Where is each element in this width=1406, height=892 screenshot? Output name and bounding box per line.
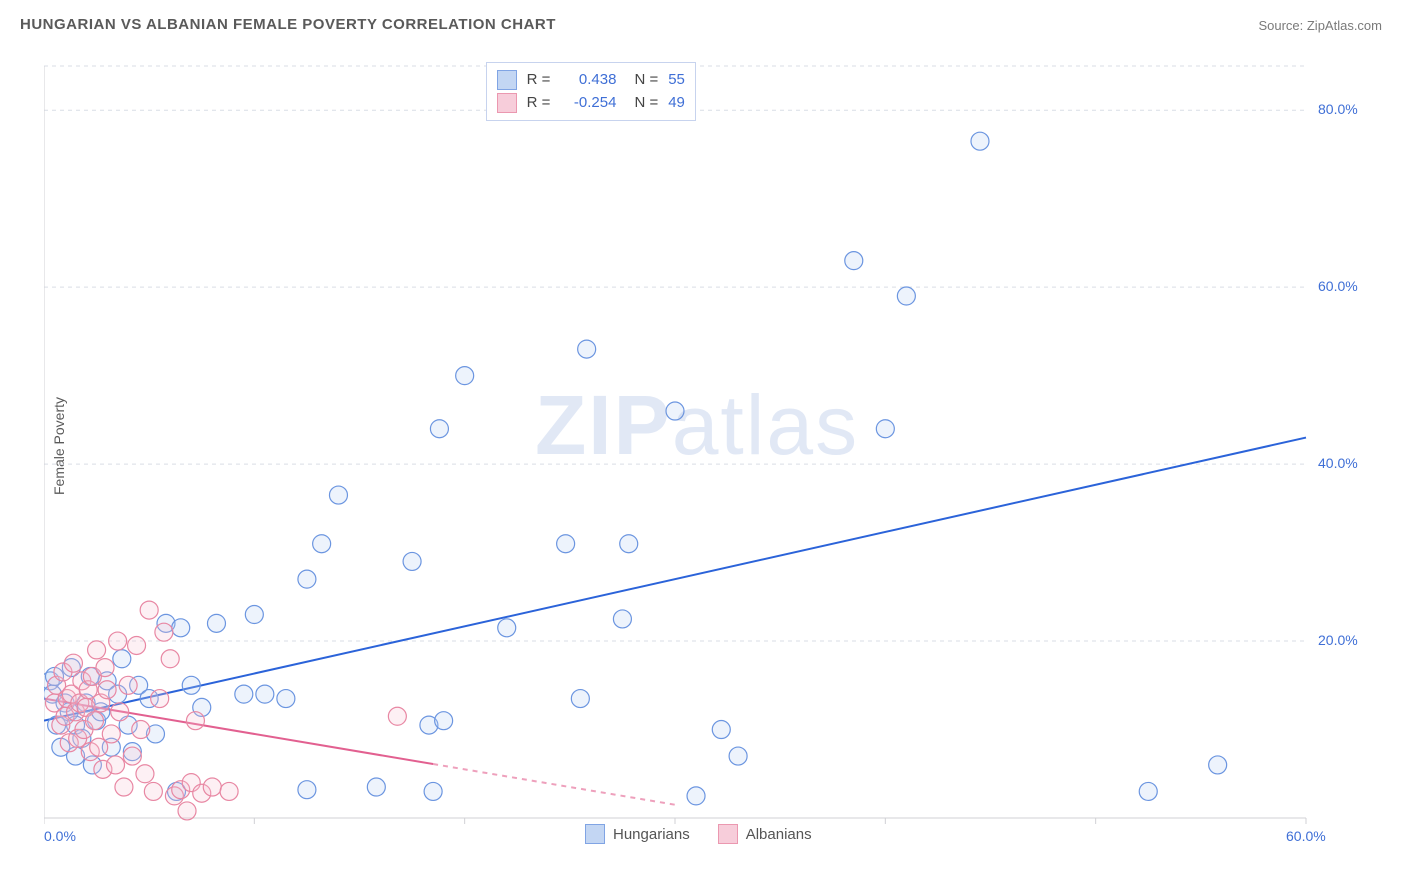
- y-tick-label: 60.0%: [1318, 278, 1358, 294]
- legend-swatch: [718, 824, 738, 844]
- y-tick-label: 20.0%: [1318, 632, 1358, 648]
- legend-swatch: [497, 93, 517, 113]
- source-name: ZipAtlas.com: [1307, 18, 1382, 33]
- x-tick-label: 60.0%: [1286, 828, 1326, 844]
- legend-row: R = -0.254 N = 49: [497, 92, 685, 115]
- legend-row: R = 0.438 N = 55: [497, 69, 685, 92]
- n-value: 55: [668, 69, 685, 92]
- r-value: -0.254: [560, 92, 616, 115]
- n-label: N =: [634, 69, 658, 92]
- chart-title: HUNGARIAN VS ALBANIAN FEMALE POVERTY COR…: [20, 16, 556, 33]
- legend-item: Albanians: [718, 824, 812, 844]
- r-label: R =: [527, 92, 551, 115]
- x-tick-label: 0.0%: [44, 828, 76, 844]
- legend-label: Hungarians: [613, 826, 690, 843]
- legend-swatch: [585, 824, 605, 844]
- chart-area: ZIPatlas R =0.438N =55R =-0.254N =49 Hun…: [44, 58, 1366, 848]
- correlation-legend: R = 0.438 N = 55 R = -0.254 N = 49: [486, 62, 696, 121]
- scatter-plot-svg: [44, 58, 1366, 848]
- source-attribution: Source: ZipAtlas.com: [1258, 18, 1382, 33]
- legend-label: Albanians: [746, 826, 812, 843]
- y-tick-label: 40.0%: [1318, 455, 1358, 471]
- y-tick-label: 80.0%: [1318, 101, 1358, 117]
- source-label: Source:: [1258, 18, 1306, 33]
- legend-item: Hungarians: [585, 824, 690, 844]
- r-value: 0.438: [560, 69, 616, 92]
- n-value: 49: [668, 92, 685, 115]
- legend-swatch: [497, 70, 517, 90]
- series-legend: Hungarians Albanians: [585, 824, 812, 844]
- n-label: N =: [634, 92, 658, 115]
- r-label: R =: [527, 69, 551, 92]
